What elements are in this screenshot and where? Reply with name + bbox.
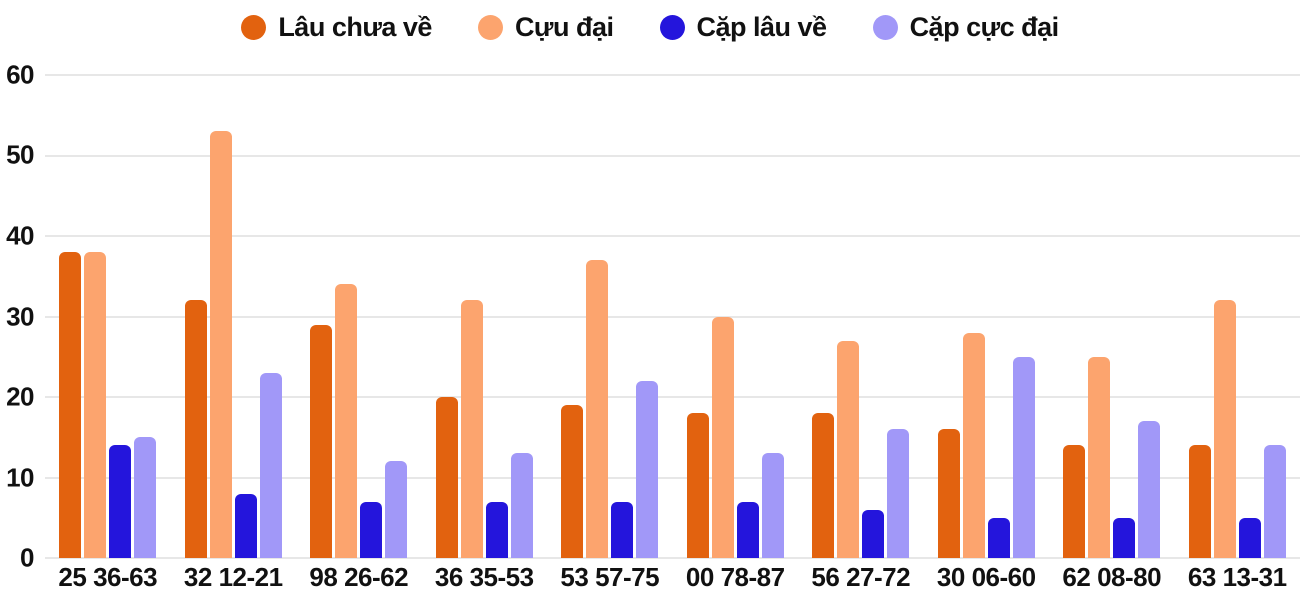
- bar-series-3-group-10: [1238, 517, 1261, 558]
- legend: Lâu chưa về Cựu đại Cặp lâu về Cặp cực đại: [0, 8, 1300, 46]
- legend-marker-icon: [872, 14, 898, 40]
- bar-series-4-group-6: [761, 453, 784, 558]
- bar-group-6: [673, 75, 799, 558]
- x-axis-category-label: 36 35-53: [434, 562, 534, 592]
- bar-series-4-group-5: [636, 380, 659, 558]
- gridline-10: [45, 476, 1300, 479]
- bar-series-2-group-5: [586, 260, 609, 558]
- bar-series-4-group-2: [259, 372, 282, 558]
- bar-series-2-group-7: [837, 340, 860, 558]
- x-axis-category-label: 56 27-72: [811, 562, 911, 592]
- bar-group-7: [798, 75, 924, 558]
- bar-series-1-group-10: [1188, 445, 1211, 558]
- bar-series-4-group-9: [1138, 421, 1161, 558]
- bar-group-10: [1175, 75, 1300, 558]
- bar-series-2-group-10: [1213, 300, 1236, 558]
- legend-label: Cựu đại: [514, 11, 614, 42]
- x-axis: 25 36-63 32 12-21 98 26-62 36 35-53 53 57-75…: [45, 562, 1300, 596]
- bar-series-4-group-4: [510, 453, 533, 558]
- bar-group-8: [924, 75, 1050, 558]
- gridline-40: [45, 235, 1300, 238]
- gridline-50: [45, 154, 1300, 157]
- bar-series-2-group-8: [962, 332, 985, 558]
- bar-group-5: [547, 75, 673, 558]
- x-axis-category-label: 30 06-60: [936, 562, 1036, 592]
- x-axis-category-label: 62 08-80: [1062, 562, 1162, 592]
- bar-series-1-group-7: [812, 413, 835, 558]
- bar-series-3-group-6: [736, 501, 759, 558]
- bar-group-4: [422, 75, 548, 558]
- bar-series-4-group-1: [134, 437, 157, 558]
- gridline-60: [45, 74, 1300, 76]
- bar-series-3-group-4: [485, 501, 508, 558]
- y-axis-tick-label: 20: [6, 381, 34, 412]
- y-axis-tick-label: 50: [6, 139, 34, 170]
- x-axis-category-label: 32 12-21: [183, 562, 283, 592]
- legend-item-1[interactable]: Lâu chưa về: [241, 12, 432, 43]
- bar-series-2-group-4: [460, 300, 483, 558]
- bar-series-1-group-5: [561, 405, 584, 558]
- y-axis-tick-label: 0: [20, 542, 34, 573]
- bar-series-2-group-1: [84, 252, 107, 558]
- bar-series-3-group-9: [1113, 517, 1136, 558]
- y-axis-tick-label: 30: [6, 301, 34, 331]
- y-axis-tick-label: 60: [6, 59, 34, 90]
- bar-group-1: [45, 75, 171, 558]
- gridlines: [45, 74, 1300, 559]
- bar-series-4-group-8: [1012, 356, 1035, 558]
- legend-label: Cặp lâu về: [696, 11, 828, 42]
- x-axis-category-label: 00 78-87: [685, 562, 785, 592]
- bar-series-4-group-7: [887, 429, 910, 558]
- bar-series-1-group-9: [1063, 445, 1086, 558]
- bar-series-1-group-2: [184, 300, 207, 558]
- bar-series-3-group-1: [109, 445, 132, 558]
- bar-series-3-group-2: [234, 493, 257, 558]
- y-axis-tick-label: 40: [6, 220, 34, 251]
- x-axis-category-label: 98 26-62: [309, 562, 409, 592]
- bar-series-1-group-3: [310, 324, 333, 558]
- bar-series-1-group-6: [686, 413, 709, 558]
- bar-series-4-group-3: [385, 461, 408, 558]
- bar-series-2-group-6: [711, 316, 734, 558]
- bar-series-3-group-5: [611, 501, 634, 558]
- bar-series-1-group-4: [435, 397, 458, 558]
- bar-series-2-group-9: [1088, 356, 1111, 558]
- bar-series-3-group-8: [987, 517, 1010, 558]
- bar-series-2-group-3: [335, 284, 358, 558]
- plot-area: [45, 74, 1300, 559]
- bar-series-2-group-2: [209, 131, 232, 558]
- bar-group-9: [1049, 75, 1175, 558]
- bar-series-1-group-1: [59, 252, 82, 558]
- bar-group-2: [171, 75, 297, 558]
- legend-marker-icon: [477, 14, 503, 40]
- gridline-0: [45, 557, 1300, 559]
- gridline-30: [45, 315, 1300, 318]
- legend-marker-icon: [241, 14, 267, 40]
- bar-group-3: [296, 75, 422, 558]
- legend-item-2[interactable]: Cựu đại: [477, 11, 614, 43]
- bar-series-1-group-8: [937, 429, 960, 558]
- legend-label: Lâu chưa về: [278, 11, 432, 42]
- legend-label: Cặp cực đại: [909, 11, 1060, 42]
- bar-series-4-group-10: [1263, 445, 1286, 558]
- x-axis-category-label: 25 36-63: [58, 562, 158, 592]
- legend-item-3[interactable]: Cặp lâu về: [659, 11, 828, 43]
- bar-groups: [45, 75, 1300, 558]
- legend-item-4[interactable]: Cặp cực đại: [872, 11, 1060, 43]
- y-axis-tick-label: 10: [6, 462, 34, 492]
- y-axis: 0 10 20 30 40 50 60: [0, 60, 38, 573]
- x-axis-category-label: 53 57-75: [560, 562, 660, 592]
- x-axis-category-label: 63 13-31: [1187, 562, 1287, 592]
- bar-series-3-group-3: [360, 501, 383, 558]
- legend-marker-icon: [659, 14, 685, 40]
- gridline-20: [45, 396, 1300, 399]
- bar-series-3-group-7: [862, 509, 885, 558]
